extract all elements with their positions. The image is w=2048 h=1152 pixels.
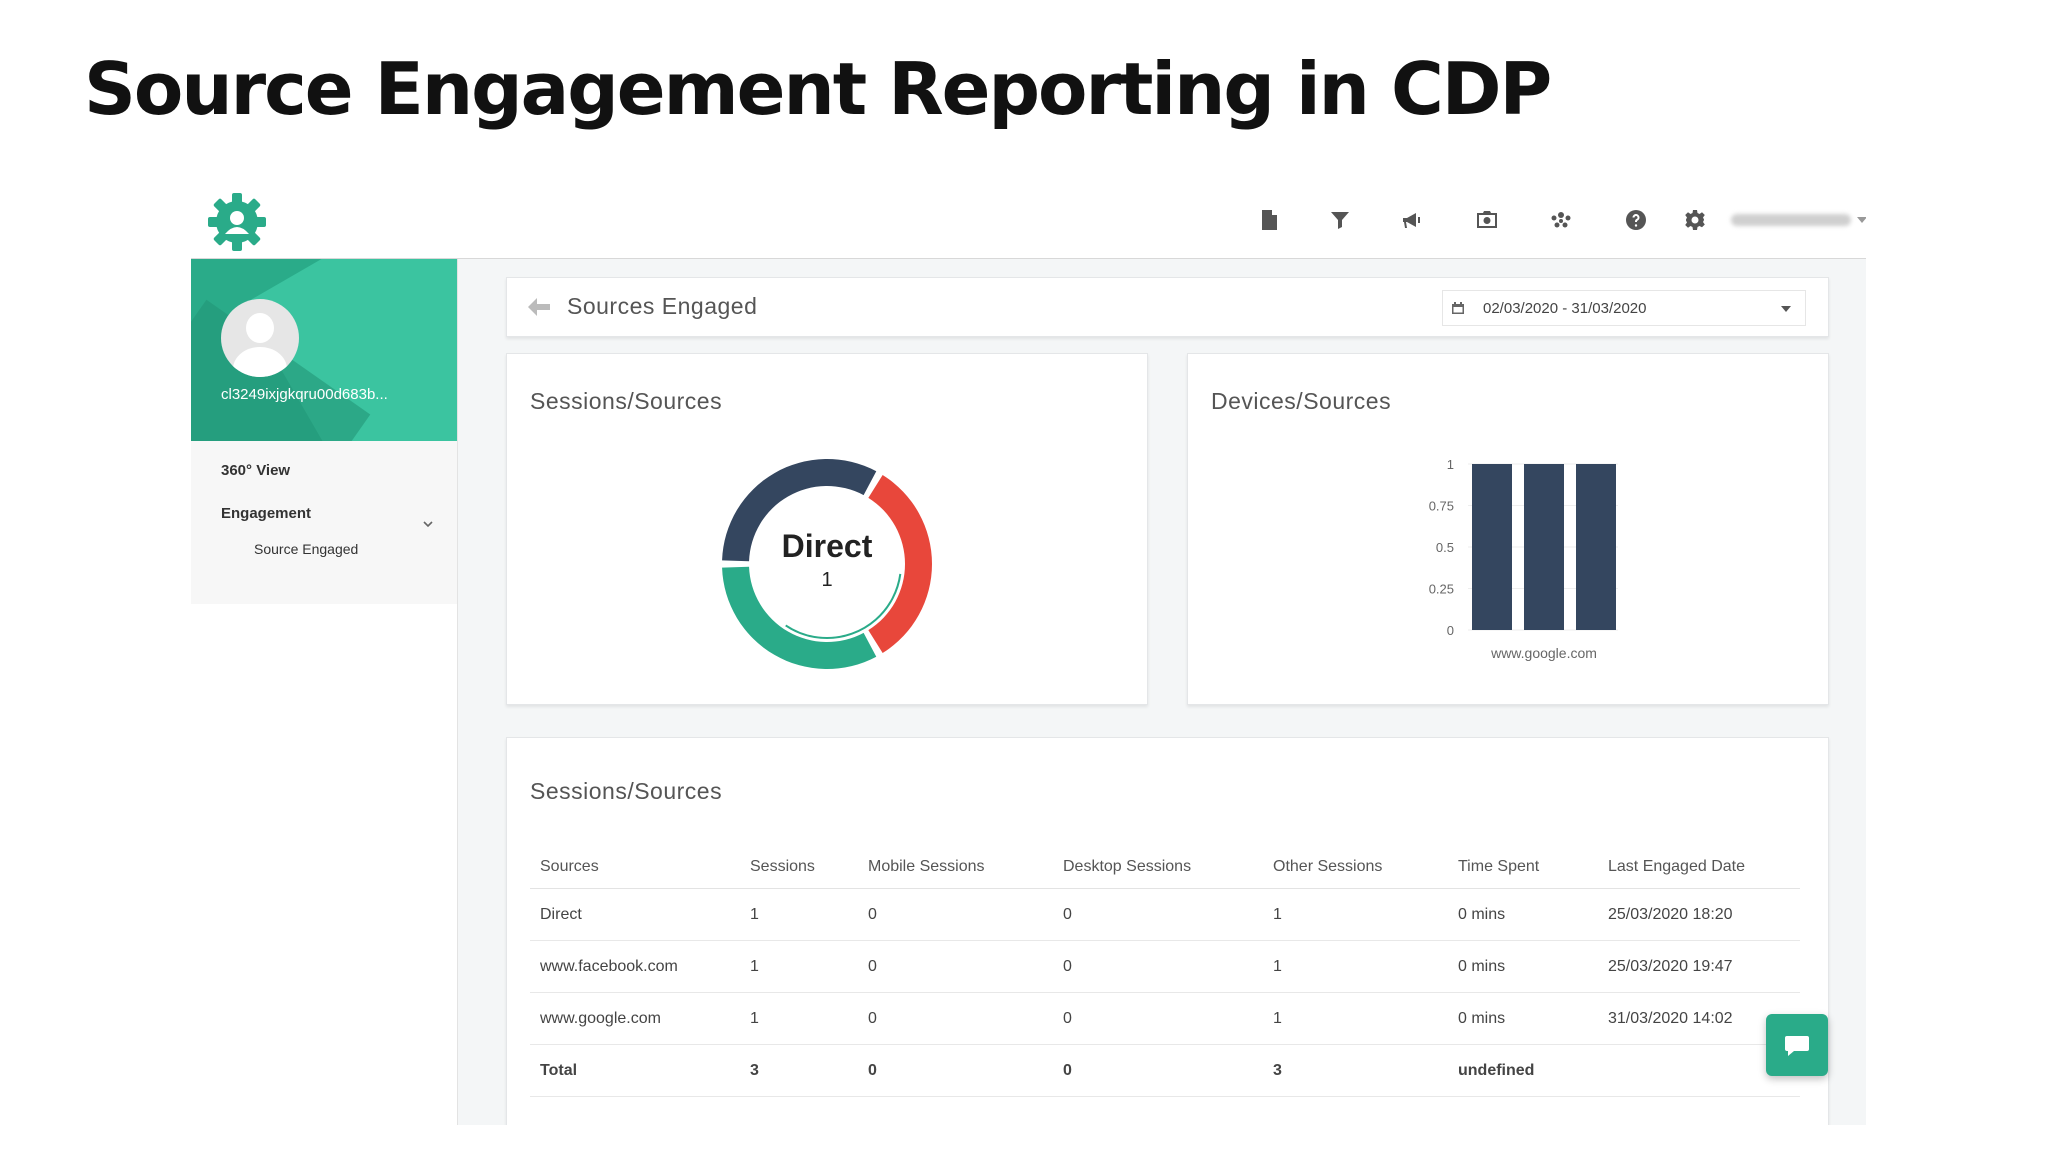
- chat-bubble-icon: [1785, 1036, 1809, 1056]
- cell-source: www.facebook.com: [530, 940, 740, 993]
- total-other-sessions: 3: [1263, 1044, 1448, 1097]
- date-range-picker[interactable]: 02/03/2020 - 31/03/2020: [1442, 290, 1806, 326]
- page-header: Sources Engaged 02/03/2020 - 31/03/2020: [506, 277, 1829, 337]
- app-window: cl3249ixjgkqru00d683b... 360° View Engag…: [191, 184, 1866, 1125]
- total-desktop-sessions: 0: [1053, 1044, 1263, 1097]
- sidebar: cl3249ixjgkqru00d683b... 360° View Engag…: [191, 259, 458, 1125]
- donut-hover-ring: [752, 489, 902, 639]
- cell-other-sessions: 1: [1263, 940, 1448, 993]
- table-title: Sessions/Sources: [530, 778, 723, 804]
- main-content: Sources Engaged 02/03/2020 - 31/03/2020 …: [458, 259, 1866, 1125]
- bar-2[interactable]: [1524, 464, 1564, 630]
- cell-last-engaged-date: 25/03/2020 19:47: [1598, 940, 1800, 993]
- total-mobile-sessions: 0: [858, 1044, 1053, 1097]
- donut-chart: Direct 1: [722, 459, 932, 669]
- sidebar-item-360-view[interactable]: 360° View: [221, 462, 291, 479]
- column-header-last-engaged-date[interactable]: Last Engaged Date: [1598, 846, 1800, 889]
- cell-other-sessions: 1: [1263, 992, 1448, 1045]
- back-arrow-icon[interactable]: [525, 293, 553, 321]
- donut-center-label: Direct: [782, 528, 873, 564]
- total-time-spent: undefined: [1448, 1044, 1598, 1097]
- chevron-down-icon[interactable]: [421, 517, 435, 531]
- y-tick-label: 0.75: [1429, 499, 1454, 514]
- total-sessions: 3: [740, 1044, 858, 1097]
- y-tick-label: 0.5: [1436, 540, 1454, 555]
- filter-icon[interactable]: [1326, 206, 1354, 234]
- column-header-mobile-sessions[interactable]: Mobile Sessions: [858, 846, 1053, 889]
- y-tick-label: 0.25: [1429, 582, 1454, 597]
- logo-gear-icon[interactable]: [205, 190, 269, 254]
- column-header-desktop-sessions[interactable]: Desktop Sessions: [1053, 846, 1263, 889]
- user-account-name: [1731, 214, 1851, 226]
- cell-desktop-sessions: 0: [1053, 940, 1263, 993]
- sessions-sources-chart-card: Sessions/Sources Direct 1: [506, 353, 1148, 705]
- sidebar-item-engagement[interactable]: Engagement: [221, 505, 312, 522]
- date-range-value: 02/03/2020 - 31/03/2020: [1483, 300, 1647, 317]
- cell-time-spent: 0 mins: [1448, 940, 1598, 993]
- cell-mobile-sessions: 0: [858, 992, 1053, 1045]
- camera-icon[interactable]: [1473, 206, 1501, 234]
- x-category-label: www.google.com: [1490, 645, 1597, 661]
- profile-panel: cl3249ixjgkqru00d683b...: [191, 259, 457, 441]
- calendar-icon: [1451, 301, 1465, 315]
- donut-slice-2[interactable]: [722, 566, 877, 669]
- cell-sessions: 1: [740, 940, 858, 993]
- y-tick-label: 0: [1447, 623, 1454, 638]
- cell-source: www.google.com: [530, 992, 740, 1045]
- y-tick-label: 1: [1447, 457, 1454, 472]
- column-header-other-sessions[interactable]: Other Sessions: [1263, 846, 1448, 889]
- caret-down-icon: [1781, 306, 1791, 312]
- table-row: www.google.com 1 0 0 1 0 mins 31/03/2020…: [530, 992, 1800, 1045]
- chat-button[interactable]: [1766, 1014, 1828, 1076]
- table-total-row: Total 3 0 0 3 undefined: [530, 1044, 1800, 1097]
- slide-title: Source Engagement Reporting in CDP: [84, 47, 1552, 131]
- donut-slice-3[interactable]: [722, 459, 877, 562]
- cell-mobile-sessions: 0: [858, 888, 1053, 941]
- cell-desktop-sessions: 0: [1053, 888, 1263, 941]
- donut-center-value: 1: [821, 569, 832, 591]
- sidebar-nav: 360° View Engagement Source Engaged: [191, 441, 457, 604]
- cell-time-spent: 0 mins: [1448, 992, 1598, 1045]
- help-icon[interactable]: [1622, 206, 1650, 234]
- page-title: Sources Engaged: [567, 293, 758, 319]
- column-header-sources[interactable]: Sources: [530, 846, 740, 889]
- column-header-time-spent[interactable]: Time Spent: [1448, 846, 1598, 889]
- donut-slice-1[interactable]: [868, 474, 932, 654]
- community-icon[interactable]: [1547, 206, 1575, 234]
- cell-sessions: 1: [740, 888, 858, 941]
- cell-mobile-sessions: 0: [858, 940, 1053, 993]
- table-row: Direct 1 0 0 1 0 mins 25/03/2020 18:20: [530, 888, 1800, 941]
- avatar: [221, 299, 299, 377]
- sidebar-item-source-engaged[interactable]: Source Engaged: [254, 541, 359, 557]
- profile-name: cl3249ixjgkqru00d683b...: [221, 386, 388, 403]
- bar-1[interactable]: [1472, 464, 1512, 630]
- cell-source: Direct: [530, 888, 740, 941]
- caret-down-icon: [1857, 217, 1866, 223]
- column-header-sessions[interactable]: Sessions: [740, 846, 858, 889]
- table-row: www.facebook.com 1 0 0 1 0 mins 25/03/20…: [530, 940, 1800, 993]
- cell-desktop-sessions: 0: [1053, 992, 1263, 1045]
- top-bar: [191, 184, 1866, 260]
- user-menu[interactable]: [1731, 210, 1866, 230]
- cell-other-sessions: 1: [1263, 888, 1448, 941]
- sessions-table: Sources Sessions Mobile Sessions Desktop…: [530, 846, 1800, 1097]
- settings-icon[interactable]: [1681, 206, 1709, 234]
- chart-title: Sessions/Sources: [530, 388, 723, 414]
- cell-time-spent: 0 mins: [1448, 888, 1598, 941]
- sessions-sources-table-card: Sessions/Sources Sources Sessions Mobile…: [506, 737, 1829, 1125]
- megaphone-icon[interactable]: [1398, 206, 1426, 234]
- bar-3[interactable]: [1576, 464, 1616, 630]
- total-label: Total: [530, 1044, 740, 1097]
- cell-sessions: 1: [740, 992, 858, 1045]
- document-icon[interactable]: [1255, 206, 1283, 234]
- cell-last-engaged-date: 25/03/2020 18:20: [1598, 888, 1800, 941]
- devices-sources-chart-card: Devices/Sources 0 0.25 0.5 0.75 1 www.google.…: [1187, 353, 1829, 705]
- table-header-row: Sources Sessions Mobile Sessions Desktop…: [530, 846, 1800, 889]
- bar-chart: 0 0.25 0.5 0.75 1 www.google.com: [1429, 457, 1618, 661]
- chart-title: Devices/Sources: [1211, 388, 1392, 414]
